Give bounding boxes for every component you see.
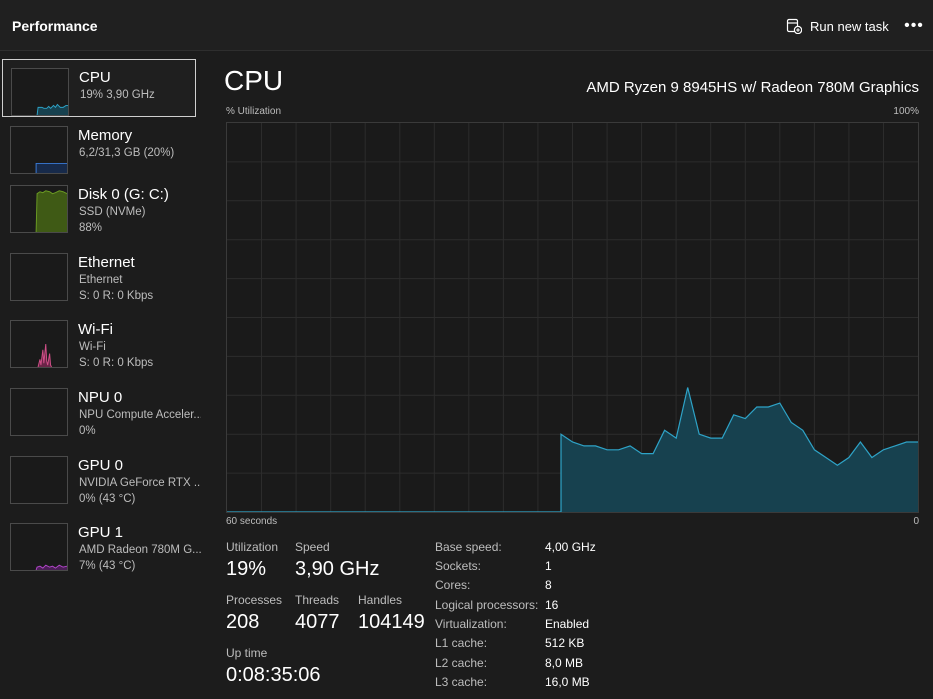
gpu-1-thumbnail xyxy=(10,523,68,571)
handles-value: 104149 xyxy=(358,611,425,633)
sidebar-item-detail: 19% 3,90 GHz xyxy=(80,89,155,101)
npu-thumbnail xyxy=(10,388,68,436)
uptime-value: 0:08:35:06 xyxy=(226,664,321,686)
l2-cache-label: L2 cache: xyxy=(435,656,488,670)
run-new-task-button[interactable]: Run new task xyxy=(786,15,889,37)
sidebar-item-name: Ethernet xyxy=(78,254,135,271)
sidebar-item-gpu-1[interactable]: GPU 1 AMD Radeon 780M G... 7% (43 °C) xyxy=(2,515,201,573)
ethernet-thumbnail xyxy=(10,253,68,301)
sidebar-item-memory[interactable]: Memory 6,2/31,3 GB (20%) xyxy=(2,118,196,176)
sidebar-item-cpu[interactable]: CPU 19% 3,90 GHz xyxy=(2,59,196,117)
threads-value: 4077 xyxy=(295,611,340,633)
cpu-thumbnail xyxy=(11,68,69,116)
sidebar-item-value: 0% (43 °C) xyxy=(79,493,136,505)
virtualization-label: Virtualization: xyxy=(435,617,507,631)
cpu-heading: CPU xyxy=(224,65,284,96)
cores-label: Cores: xyxy=(435,578,471,592)
cpu-model-name: AMD Ryzen 9 8945HS w/ Radeon 780M Graphi… xyxy=(586,79,919,96)
sidebar: CPU 19% 3,90 GHz Memory 6,2/31,3 GB (20%… xyxy=(0,51,206,699)
sidebar-item-value: 7% (43 °C) xyxy=(79,560,136,572)
logical-processors-label: Logical processors: xyxy=(435,598,539,612)
logical-processors-value: 16 xyxy=(545,598,559,612)
x-axis-left-label: 60 seconds xyxy=(226,516,278,527)
y-axis-label: % Utilization xyxy=(226,106,282,117)
sidebar-item-detail: NVIDIA GeForce RTX ... xyxy=(79,477,201,489)
run-task-icon xyxy=(786,18,802,34)
sidebar-item-detail: AMD Radeon 780M G... xyxy=(79,544,201,556)
sidebar-item-name: GPU 0 xyxy=(78,457,124,474)
sidebar-item-npu-0[interactable]: NPU 0 NPU Compute Acceler... 0% xyxy=(2,380,201,438)
sidebar-item-value: 0% xyxy=(79,425,96,437)
sidebar-item-detail: Ethernet xyxy=(79,274,123,286)
sidebar-item-value: 88% xyxy=(79,222,103,234)
sidebar-item-name: NPU 0 xyxy=(78,389,123,406)
sidebar-item-name: Disk 0 (G: C:) xyxy=(78,186,169,203)
sidebar-item-name: Wi-Fi xyxy=(78,321,113,338)
sidebar-item-disk-0[interactable]: Disk 0 (G: C:) SSD (NVMe) 88% xyxy=(2,177,196,235)
wifi-thumbnail xyxy=(10,320,68,368)
sidebar-item-detail: NPU Compute Acceler... xyxy=(79,409,201,421)
memory-thumbnail xyxy=(10,126,68,174)
sidebar-item-detail: SSD (NVMe) xyxy=(79,206,146,218)
title-bar: Performance Run new task ••• xyxy=(0,0,933,51)
sidebar-item-wifi[interactable]: Wi-Fi Wi-Fi S: 0 R: 0 Kbps xyxy=(2,312,196,370)
virtualization-value: Enabled xyxy=(545,617,590,631)
processes-value: 208 xyxy=(226,611,260,633)
speed-value: 3,90 GHz xyxy=(295,558,380,580)
l2-cache-value: 8,0 MB xyxy=(545,656,584,670)
sidebar-item-name: GPU 1 xyxy=(78,524,124,541)
page-title: Performance xyxy=(12,18,98,34)
sidebar-item-value: S: 0 R: 0 Kbps xyxy=(79,357,154,369)
l3-cache-label: L3 cache: xyxy=(435,675,488,689)
utilization-label: Utilization xyxy=(226,540,279,554)
processes-label: Processes xyxy=(226,593,283,607)
handles-label: Handles xyxy=(358,593,403,607)
y-axis-max-label: 100% xyxy=(893,106,919,117)
l1-cache-value: 512 KB xyxy=(545,636,585,650)
disk-thumbnail xyxy=(10,185,68,233)
sockets-value: 1 xyxy=(545,559,552,573)
x-axis-right-label: 0 xyxy=(913,516,919,527)
cpu-detail-panel: CPU AMD Ryzen 9 8945HS w/ Radeon 780M Gr… xyxy=(206,51,933,699)
cpu-utilization-chart xyxy=(227,123,918,512)
more-options-button[interactable]: ••• xyxy=(904,17,924,34)
gpu-0-thumbnail xyxy=(10,456,68,504)
sidebar-item-detail: Wi-Fi xyxy=(79,341,106,353)
threads-label: Threads xyxy=(295,593,340,607)
speed-label: Speed xyxy=(295,540,330,554)
l1-cache-label: L1 cache: xyxy=(435,636,488,650)
utilization-value: 19% xyxy=(226,558,267,580)
base-speed-value: 4,00 GHz xyxy=(545,540,596,554)
sidebar-item-gpu-0[interactable]: GPU 0 NVIDIA GeForce RTX ... 0% (43 °C) xyxy=(2,448,201,506)
cores-value: 8 xyxy=(545,578,552,592)
sidebar-item-value: S: 0 R: 0 Kbps xyxy=(79,290,154,302)
sidebar-item-ethernet[interactable]: Ethernet Ethernet S: 0 R: 0 Kbps xyxy=(2,245,196,303)
sockets-label: Sockets: xyxy=(435,559,482,573)
uptime-label: Up time xyxy=(226,646,268,660)
cpu-utilization-line xyxy=(227,387,918,512)
sidebar-item-detail: 6,2/31,3 GB (20%) xyxy=(79,147,175,159)
cpu-utilization-graph xyxy=(226,122,919,513)
run-new-task-label: Run new task xyxy=(810,18,889,34)
sidebar-item-name: CPU xyxy=(79,69,111,86)
sidebar-item-name: Memory xyxy=(78,127,133,144)
l3-cache-value: 16,0 MB xyxy=(545,675,590,689)
base-speed-label: Base speed: xyxy=(435,540,502,554)
